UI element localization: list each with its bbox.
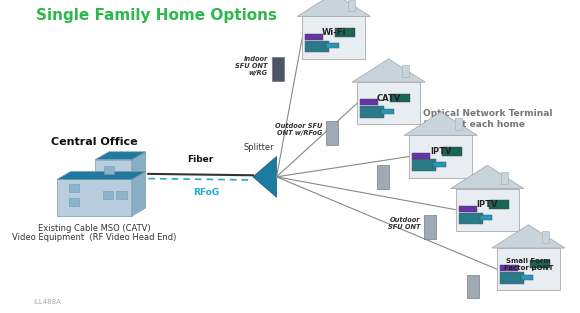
FancyBboxPatch shape xyxy=(327,121,339,145)
FancyBboxPatch shape xyxy=(501,172,508,183)
Polygon shape xyxy=(95,152,146,160)
Polygon shape xyxy=(253,156,277,197)
Polygon shape xyxy=(357,82,420,124)
Text: ILL488A: ILL488A xyxy=(34,299,61,305)
Text: Outdoor
SFU ONT: Outdoor SFU ONT xyxy=(387,217,420,230)
FancyBboxPatch shape xyxy=(68,198,79,206)
Text: Splitter: Splitter xyxy=(243,143,274,152)
FancyBboxPatch shape xyxy=(412,159,436,171)
Text: CATV: CATV xyxy=(376,94,401,103)
Polygon shape xyxy=(404,112,477,135)
Polygon shape xyxy=(57,172,146,179)
FancyBboxPatch shape xyxy=(467,275,479,298)
Polygon shape xyxy=(492,225,565,248)
Polygon shape xyxy=(451,165,524,188)
FancyBboxPatch shape xyxy=(459,213,483,224)
Text: RFoG: RFoG xyxy=(193,188,219,197)
FancyBboxPatch shape xyxy=(455,118,462,130)
Text: Central Office: Central Office xyxy=(50,137,137,147)
FancyBboxPatch shape xyxy=(488,200,509,209)
Text: Outdoor SFU
ONT w/RFoG: Outdoor SFU ONT w/RFoG xyxy=(275,123,322,136)
Polygon shape xyxy=(95,160,132,179)
Polygon shape xyxy=(409,135,472,178)
FancyBboxPatch shape xyxy=(500,265,518,271)
Text: Single Family Home Options: Single Family Home Options xyxy=(37,8,277,23)
FancyBboxPatch shape xyxy=(327,43,339,48)
Text: Fiber: Fiber xyxy=(187,155,213,164)
FancyBboxPatch shape xyxy=(424,215,436,239)
FancyBboxPatch shape xyxy=(459,206,477,212)
FancyBboxPatch shape xyxy=(271,57,284,81)
FancyBboxPatch shape xyxy=(433,162,446,167)
Text: Wi-Fi: Wi-Fi xyxy=(321,28,346,37)
Polygon shape xyxy=(132,152,146,179)
Text: Small Form
Factor μONT: Small Form Factor μONT xyxy=(503,258,553,271)
Text: Video Equipment  (RF Video Head End): Video Equipment (RF Video Head End) xyxy=(12,233,176,242)
Text: IPTV: IPTV xyxy=(430,147,451,156)
FancyBboxPatch shape xyxy=(104,166,114,174)
FancyBboxPatch shape xyxy=(442,147,462,156)
FancyBboxPatch shape xyxy=(335,28,356,37)
Text: Indoor
SFU ONT
w/RG: Indoor SFU ONT w/RG xyxy=(235,56,268,76)
Polygon shape xyxy=(497,248,560,290)
FancyBboxPatch shape xyxy=(103,191,113,199)
Text: IPTV: IPTV xyxy=(477,200,498,209)
FancyBboxPatch shape xyxy=(530,260,550,268)
Polygon shape xyxy=(456,188,519,231)
FancyBboxPatch shape xyxy=(306,34,323,40)
FancyBboxPatch shape xyxy=(403,65,409,77)
FancyBboxPatch shape xyxy=(412,153,430,159)
Text: Existing Cable MSO (CATV): Existing Cable MSO (CATV) xyxy=(38,224,150,233)
FancyBboxPatch shape xyxy=(360,106,384,118)
Polygon shape xyxy=(132,172,146,216)
Polygon shape xyxy=(302,17,365,59)
FancyBboxPatch shape xyxy=(390,94,410,102)
Polygon shape xyxy=(352,59,425,82)
FancyBboxPatch shape xyxy=(306,40,329,52)
FancyBboxPatch shape xyxy=(378,165,389,189)
FancyBboxPatch shape xyxy=(521,275,534,280)
FancyBboxPatch shape xyxy=(68,184,79,192)
Text: Optical Network Terminal
(ONT) at each home: Optical Network Terminal (ONT) at each h… xyxy=(423,109,552,129)
Polygon shape xyxy=(57,179,132,216)
Polygon shape xyxy=(298,0,371,17)
FancyBboxPatch shape xyxy=(116,191,126,199)
FancyBboxPatch shape xyxy=(480,215,492,220)
FancyBboxPatch shape xyxy=(542,231,549,243)
FancyBboxPatch shape xyxy=(347,0,354,11)
FancyBboxPatch shape xyxy=(500,272,524,284)
FancyBboxPatch shape xyxy=(381,109,394,114)
FancyBboxPatch shape xyxy=(360,100,378,105)
